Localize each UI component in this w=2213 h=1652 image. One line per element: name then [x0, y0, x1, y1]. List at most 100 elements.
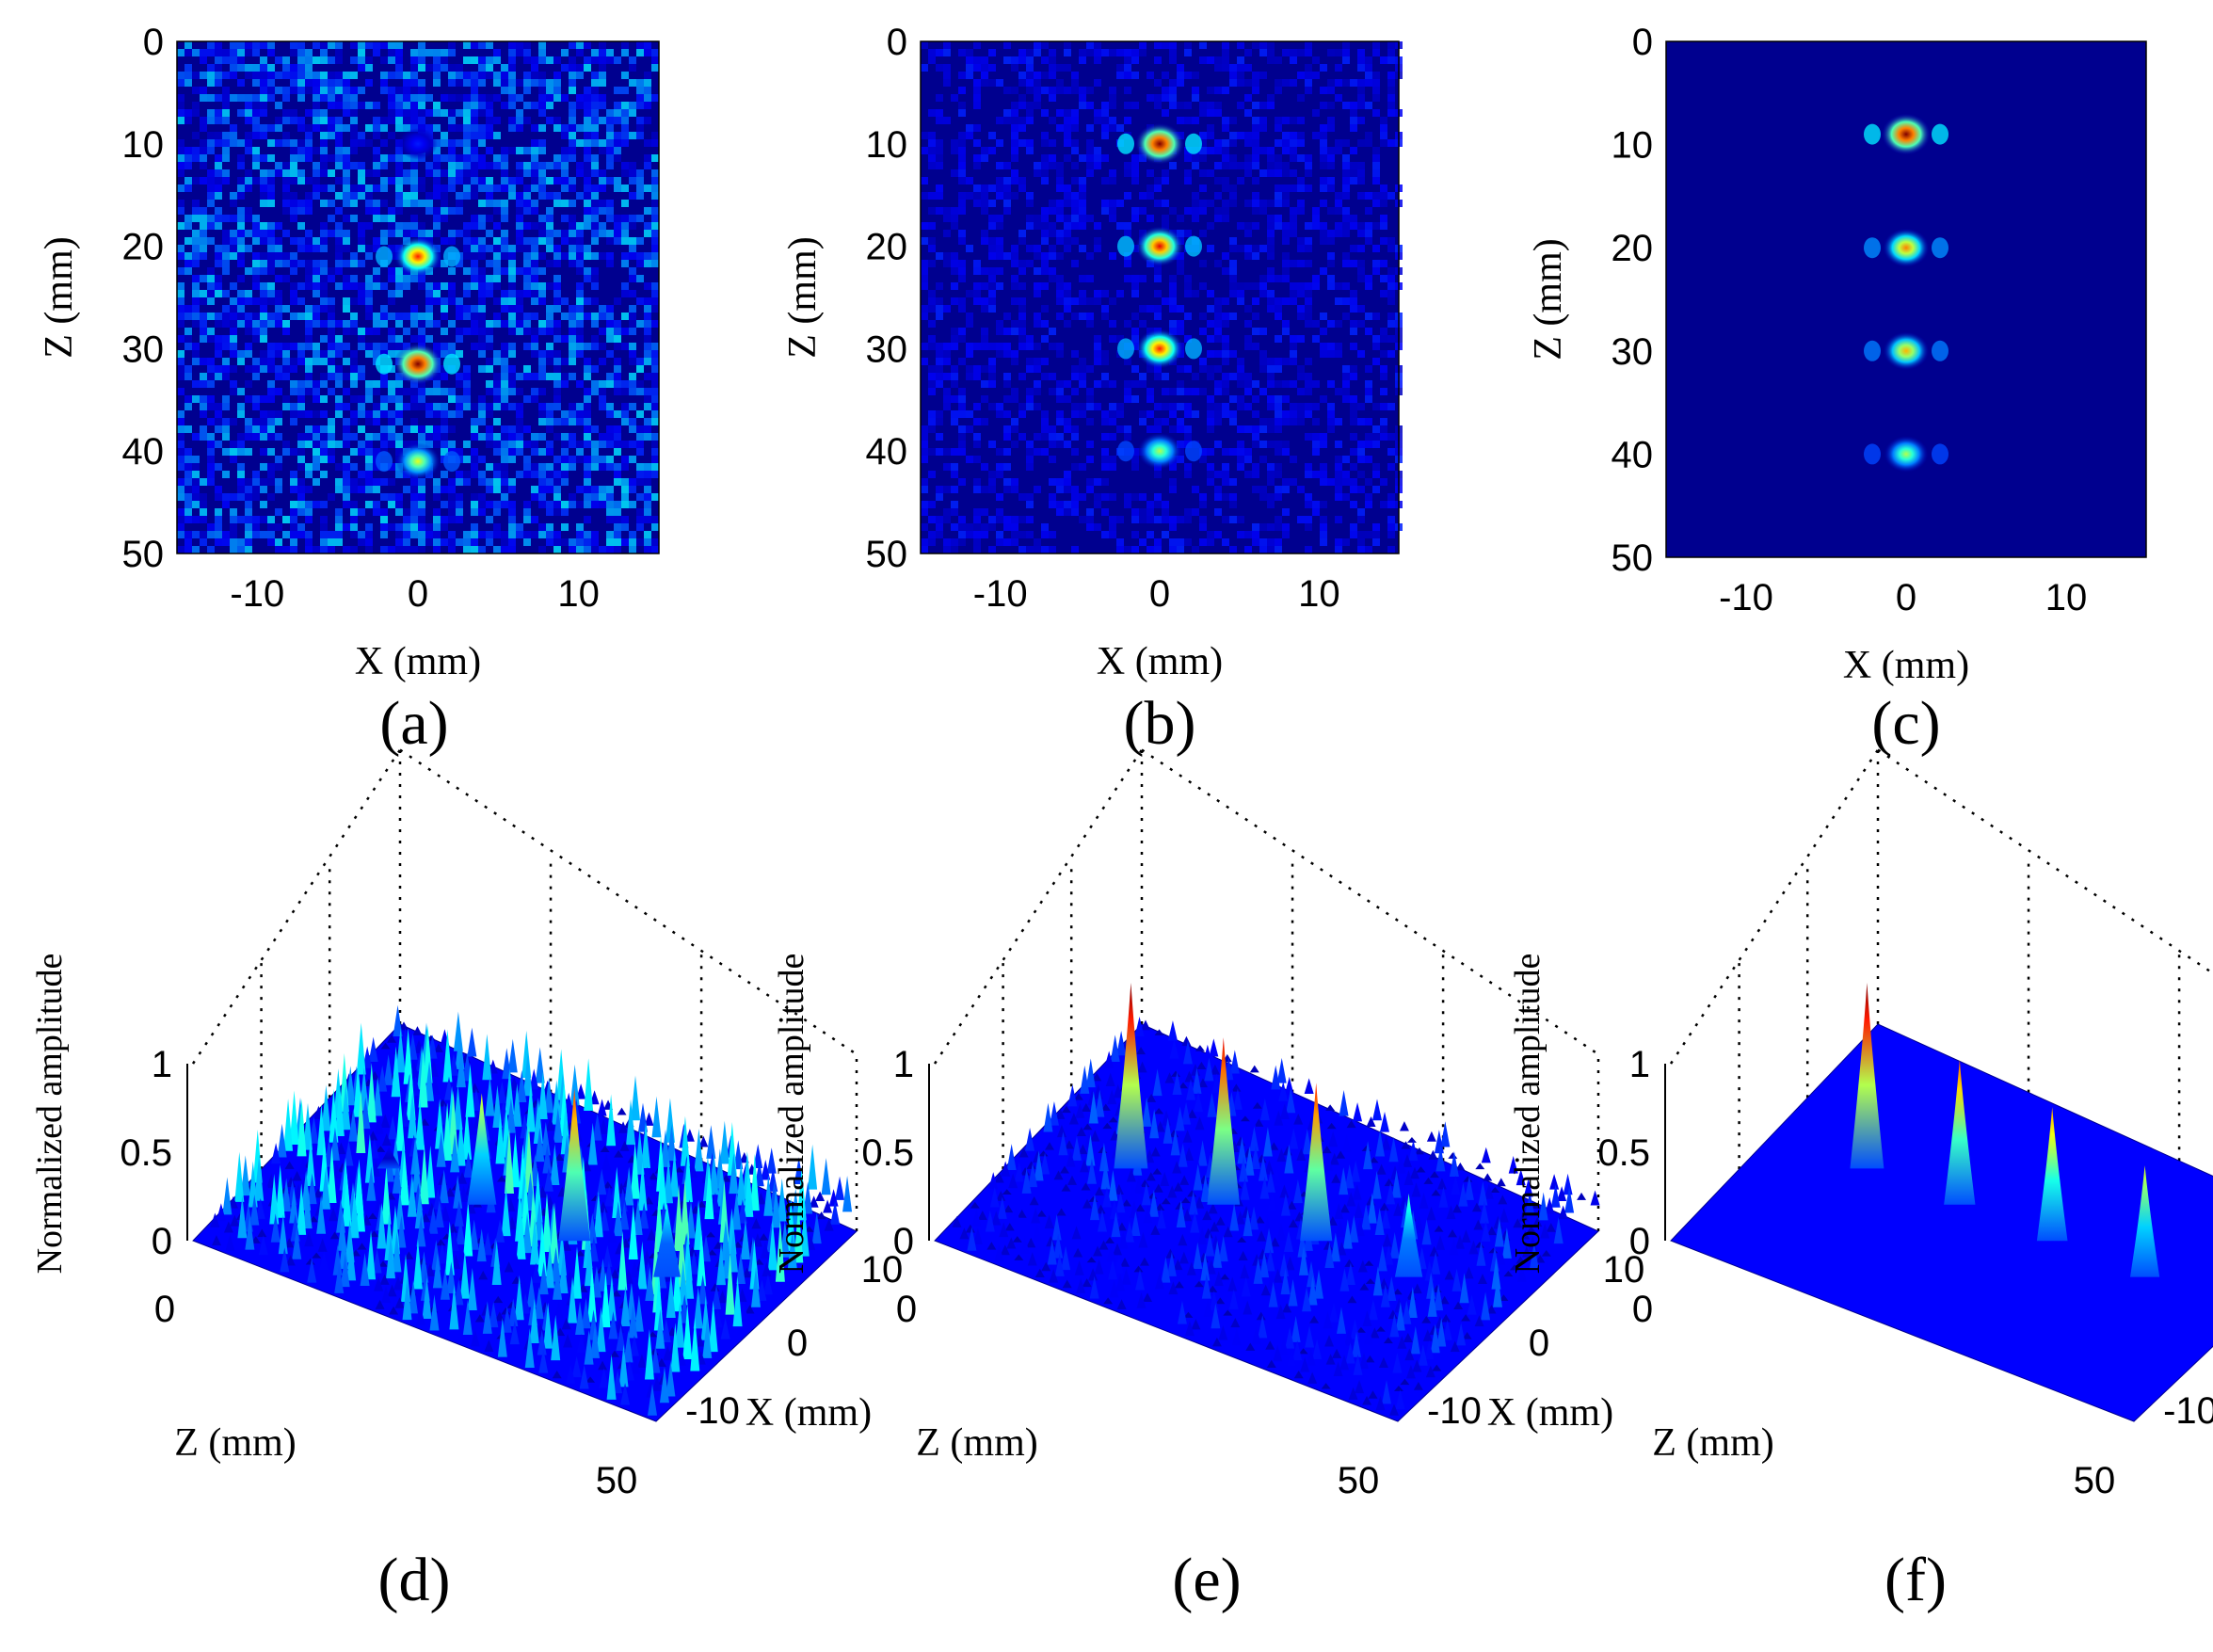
- noise-cell: [343, 343, 350, 350]
- noise-cell: [569, 358, 576, 365]
- noise-cell: [1056, 290, 1064, 297]
- noise-cell: [313, 456, 320, 463]
- noise-cell: [184, 531, 192, 538]
- noise-cell: [546, 245, 553, 252]
- noise-cell: [1267, 252, 1275, 260]
- noise-cell: [644, 373, 651, 380]
- noise-cell: [591, 192, 599, 200]
- noise-cell: [282, 207, 290, 215]
- noise-cell: [1305, 162, 1312, 169]
- noise-cell: [1327, 260, 1335, 267]
- noise-cell: [1124, 433, 1131, 441]
- noise-cell: [486, 501, 493, 508]
- noise-cell: [252, 486, 260, 493]
- noise-cell: [275, 486, 282, 493]
- noise-cell: [207, 64, 215, 72]
- noise-cell: [636, 320, 644, 328]
- noise-cell: [1214, 177, 1222, 184]
- noise-cell: [184, 109, 192, 117]
- noise-cell: [538, 41, 546, 49]
- noise-cell: [358, 373, 365, 380]
- noise-cell: [282, 117, 290, 124]
- noise-cell: [614, 523, 621, 531]
- noise-cell: [1139, 320, 1147, 328]
- noise-cell: [335, 343, 343, 350]
- noise-cell: [569, 305, 576, 313]
- noise-cell: [561, 358, 569, 365]
- noise-cell: [177, 139, 184, 147]
- noise-cell: [335, 94, 343, 102]
- noise-cell: [418, 313, 425, 320]
- noise-cell: [1003, 200, 1011, 207]
- noise-cell: [531, 493, 538, 501]
- noise-cell: [606, 433, 614, 441]
- noise-cell: [441, 471, 448, 478]
- noise-cell: [290, 79, 297, 87]
- noise-cell: [313, 448, 320, 456]
- noise-cell: [1267, 418, 1275, 425]
- noise-cell: [1079, 154, 1086, 162]
- noise-cell: [1267, 215, 1275, 222]
- noise-cell: [523, 441, 531, 448]
- noise-cell: [1034, 162, 1041, 169]
- noise-cell: [606, 380, 614, 388]
- noise-cell: [1252, 79, 1259, 87]
- noise-cell: [1064, 478, 1071, 486]
- noise-spike: [336, 1142, 346, 1155]
- noise-cell: [297, 64, 305, 72]
- noise-cell: [1041, 207, 1049, 215]
- noise-cell: [531, 433, 538, 441]
- noise-cell: [981, 282, 988, 290]
- noise-cell: [591, 237, 599, 245]
- noise-cell: [1320, 516, 1327, 523]
- noise-cell: [629, 418, 636, 425]
- noise-cell: [410, 169, 418, 177]
- noise-cell: [523, 275, 531, 282]
- noise-cell: [267, 350, 275, 358]
- noise-cell: [184, 463, 192, 471]
- noise-cell: [1109, 87, 1116, 94]
- noise-cell: [569, 313, 576, 320]
- noise-spike: [303, 1102, 313, 1150]
- noise-cell: [508, 501, 516, 508]
- noise-cell: [343, 192, 350, 200]
- noise-cell: [1079, 493, 1086, 501]
- noise-cell: [1154, 538, 1162, 546]
- noise-cell: [1056, 350, 1064, 358]
- noise-cell: [305, 79, 313, 87]
- noise-cell: [1275, 139, 1282, 147]
- noise-cell: [569, 456, 576, 463]
- noise-cell: [350, 147, 358, 154]
- noise-cell: [358, 184, 365, 192]
- noise-cell: [463, 237, 471, 245]
- noise-cell: [418, 508, 425, 516]
- noise-cell: [1124, 64, 1131, 72]
- noise-cell: [456, 313, 463, 320]
- noise-cell: [343, 297, 350, 305]
- noise-cell: [215, 109, 222, 117]
- noise-cell: [418, 56, 425, 64]
- noise-cell: [1018, 335, 1026, 343]
- noise-cell: [275, 305, 282, 313]
- noise-cell: [245, 49, 252, 56]
- noise-cell: [1199, 313, 1207, 320]
- noise-cell: [1162, 41, 1169, 49]
- noise-cell: [1342, 388, 1350, 395]
- noise-cell: [651, 448, 659, 456]
- noise-cell: [988, 343, 996, 350]
- noise-cell: [328, 267, 335, 275]
- noise-cell: [275, 102, 282, 109]
- noise-cell: [561, 433, 569, 441]
- noise-cell: [1259, 169, 1267, 177]
- noise-cell: [463, 56, 471, 64]
- noise-cell: [538, 320, 546, 328]
- noise-cell: [471, 147, 478, 154]
- noise-cell: [651, 365, 659, 373]
- noise-cell: [584, 275, 591, 282]
- noise-cell: [313, 546, 320, 553]
- noise-cell: [1011, 320, 1018, 328]
- noise-cell: [928, 448, 936, 456]
- noise-cell: [395, 192, 403, 200]
- noise-cell: [252, 493, 260, 501]
